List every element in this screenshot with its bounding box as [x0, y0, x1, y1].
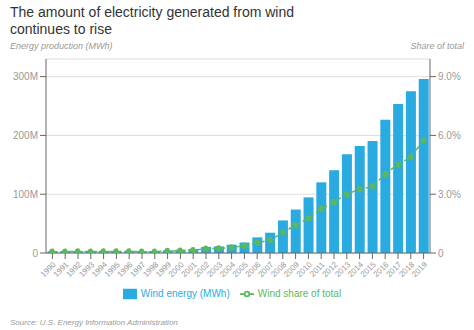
- svg-text:2006: 2006: [243, 260, 263, 279]
- svg-text:200M: 200M: [13, 130, 38, 141]
- svg-text:2003: 2003: [205, 260, 225, 279]
- svg-text:6.0%: 6.0%: [438, 130, 461, 141]
- svg-text:2017: 2017: [384, 260, 404, 279]
- svg-text:2012: 2012: [320, 260, 340, 279]
- svg-text:2013: 2013: [333, 260, 353, 279]
- svg-text:2015: 2015: [358, 260, 378, 279]
- svg-text:2007: 2007: [256, 260, 276, 279]
- svg-text:1993: 1993: [77, 260, 97, 279]
- svg-text:9.0%: 9.0%: [438, 71, 461, 82]
- svg-text:1996: 1996: [115, 260, 135, 279]
- svg-text:2001: 2001: [179, 260, 199, 279]
- svg-text:3.0%: 3.0%: [438, 189, 461, 200]
- svg-text:2004: 2004: [218, 260, 237, 279]
- html-text:Wind share of total: Wind share of total: [257, 287, 342, 299]
- svg-text:300M: 300M: [13, 71, 38, 82]
- svg-text:1995: 1995: [102, 260, 122, 279]
- html-text:Energy production (MWh): Energy production (MWh): [10, 41, 113, 51]
- svg-text:2018: 2018: [397, 260, 417, 279]
- svg-text:1998: 1998: [141, 260, 161, 279]
- svg-text:2016: 2016: [371, 260, 391, 279]
- svg-text:1997: 1997: [128, 260, 148, 279]
- html-text:Wind energy (MWh): Wind energy (MWh): [140, 287, 230, 299]
- svg-text:2002: 2002: [192, 260, 212, 279]
- svg-text:2019: 2019: [410, 260, 429, 279]
- svg-text:2009: 2009: [282, 260, 301, 279]
- svg-text:2000: 2000: [166, 260, 186, 279]
- svg-text:0: 0: [32, 248, 38, 259]
- svg-text:2008: 2008: [269, 260, 289, 279]
- svg-text:1992: 1992: [64, 260, 84, 279]
- svg-text:2014: 2014: [346, 260, 365, 279]
- html-text:Source: U.S. Energy Informatio: Source: U.S. Energy Information Administ…: [10, 318, 178, 327]
- svg-text:1999: 1999: [154, 260, 173, 279]
- svg-text:0: 0: [438, 248, 444, 259]
- svg-text:1991: 1991: [51, 260, 71, 279]
- html-text:Share of total: Share of total: [410, 41, 464, 51]
- svg-text:1990: 1990: [38, 260, 58, 279]
- svg-text:1994: 1994: [90, 260, 109, 279]
- svg-text:2005: 2005: [230, 260, 250, 279]
- svg-text:100M: 100M: [13, 189, 38, 200]
- html-text:continues to rise: continues to rise: [10, 21, 112, 37]
- svg-text:2011: 2011: [308, 260, 327, 279]
- html-text:The amount of electricity gene: The amount of electricity generated from…: [10, 4, 294, 20]
- svg-text:2010: 2010: [294, 260, 314, 279]
